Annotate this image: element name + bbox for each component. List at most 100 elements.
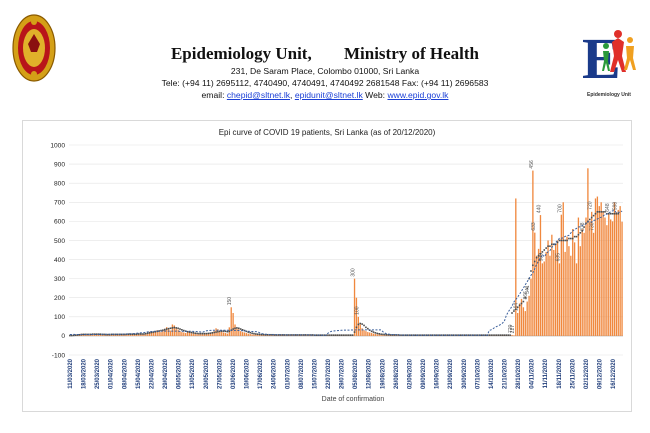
- bar: [600, 202, 602, 336]
- avg-point: [336, 334, 339, 336]
- bar: [186, 331, 189, 336]
- bar: [378, 334, 380, 336]
- avg-point: [69, 334, 71, 337]
- avg-point: [241, 329, 244, 331]
- bars-series: [69, 168, 623, 336]
- avg-point: [298, 334, 301, 336]
- bar: [92, 334, 94, 336]
- avg-point: [181, 329, 183, 331]
- bar: [526, 301, 528, 336]
- avg-point: [137, 333, 140, 335]
- y-tick-label: 900: [54, 161, 65, 168]
- bar: [564, 251, 566, 336]
- avg-point: [319, 334, 322, 336]
- avg-point: [511, 312, 513, 314]
- bar: [353, 278, 356, 336]
- data-label: 635: [555, 253, 561, 262]
- avg-point: [359, 322, 362, 325]
- y-tick-label: 800: [54, 180, 65, 187]
- bar: [621, 221, 623, 336]
- avg-point: [372, 331, 375, 333]
- avg-point: [554, 243, 557, 246]
- bar: [129, 334, 132, 336]
- avg-point: [570, 237, 572, 240]
- bar: [520, 298, 523, 336]
- data-label: 500: [538, 253, 544, 262]
- data-label: 150: [227, 297, 233, 306]
- bar: [97, 334, 100, 336]
- avg-point: [260, 333, 263, 336]
- x-tick-label: 22/04/2020: [149, 358, 155, 389]
- avg-point: [139, 333, 141, 335]
- org-title: Epidemiology Unit, Ministry of Health: [0, 44, 650, 64]
- bar: [606, 225, 608, 336]
- bar: [619, 206, 621, 336]
- avg-point: [535, 256, 538, 259]
- avg-point: [162, 329, 164, 331]
- avg-point: [596, 211, 599, 213]
- email-link-chepid[interactable]: chepid@sltnet.lk: [226, 90, 291, 100]
- avg-point: [277, 334, 280, 336]
- x-tick-label: 06/05/2020: [177, 358, 183, 389]
- bar: [260, 334, 263, 336]
- bar: [249, 334, 251, 336]
- web-link[interactable]: www.epid.gov.lk: [387, 90, 449, 100]
- bar: [181, 332, 183, 336]
- bar: [610, 219, 612, 336]
- y-tick-label: -100: [52, 352, 66, 359]
- bar: [190, 333, 193, 336]
- bar: [167, 329, 170, 336]
- avg-point: [545, 247, 547, 249]
- avg-point: [323, 334, 325, 336]
- epidemiology-unit-logo-icon: E Epidemiology Unit: [580, 18, 638, 102]
- avg-point: [228, 330, 231, 333]
- avg-point: [131, 333, 134, 335]
- bar: [247, 333, 249, 336]
- avg-point: [200, 332, 202, 335]
- avg-point: [357, 323, 360, 326]
- avg-point: [389, 334, 392, 336]
- avg-point: [74, 334, 77, 336]
- bar: [86, 334, 88, 336]
- avg-point: [311, 334, 314, 336]
- avg-point: [556, 241, 559, 244]
- bar: [103, 334, 105, 336]
- bar: [221, 331, 223, 336]
- avg-point: [338, 334, 341, 336]
- bar: [370, 333, 373, 336]
- avg-point: [150, 331, 153, 334]
- y-axis: -100 0 100 200 300 400 500 600 700 800 900 1000: [50, 142, 65, 359]
- bar: [143, 334, 145, 336]
- avg-point: [133, 333, 136, 335]
- bar: [530, 278, 532, 336]
- x-tick-label: 11/11/2020: [543, 358, 549, 388]
- bar: [589, 221, 591, 336]
- email-link-epidunit[interactable]: epidunit@sltnet.lk: [294, 90, 363, 100]
- x-tick-label: 11/03/2020: [68, 358, 74, 388]
- x-tick-label: 10/06/2020: [245, 358, 251, 389]
- avg-point: [175, 327, 177, 329]
- avg-point: [334, 334, 337, 336]
- avg-point: [205, 332, 208, 335]
- avg-point: [274, 334, 276, 336]
- avg-point: [264, 333, 267, 336]
- bar: [517, 313, 519, 336]
- avg-point: [598, 211, 601, 213]
- bar: [382, 334, 384, 336]
- avg-point: [494, 334, 496, 336]
- y-tick-label: 600: [54, 219, 65, 226]
- bar: [162, 329, 164, 336]
- bar: [513, 335, 515, 336]
- bar: [131, 334, 134, 336]
- bar: [166, 327, 168, 336]
- avg-point: [397, 334, 399, 336]
- avg-point: [382, 333, 384, 336]
- bar: [558, 263, 561, 336]
- avg-point: [148, 332, 151, 334]
- avg-point: [152, 331, 155, 333]
- bar: [534, 232, 536, 336]
- avg-point: [203, 332, 206, 335]
- avg-point: [95, 333, 98, 335]
- bar: [528, 295, 530, 336]
